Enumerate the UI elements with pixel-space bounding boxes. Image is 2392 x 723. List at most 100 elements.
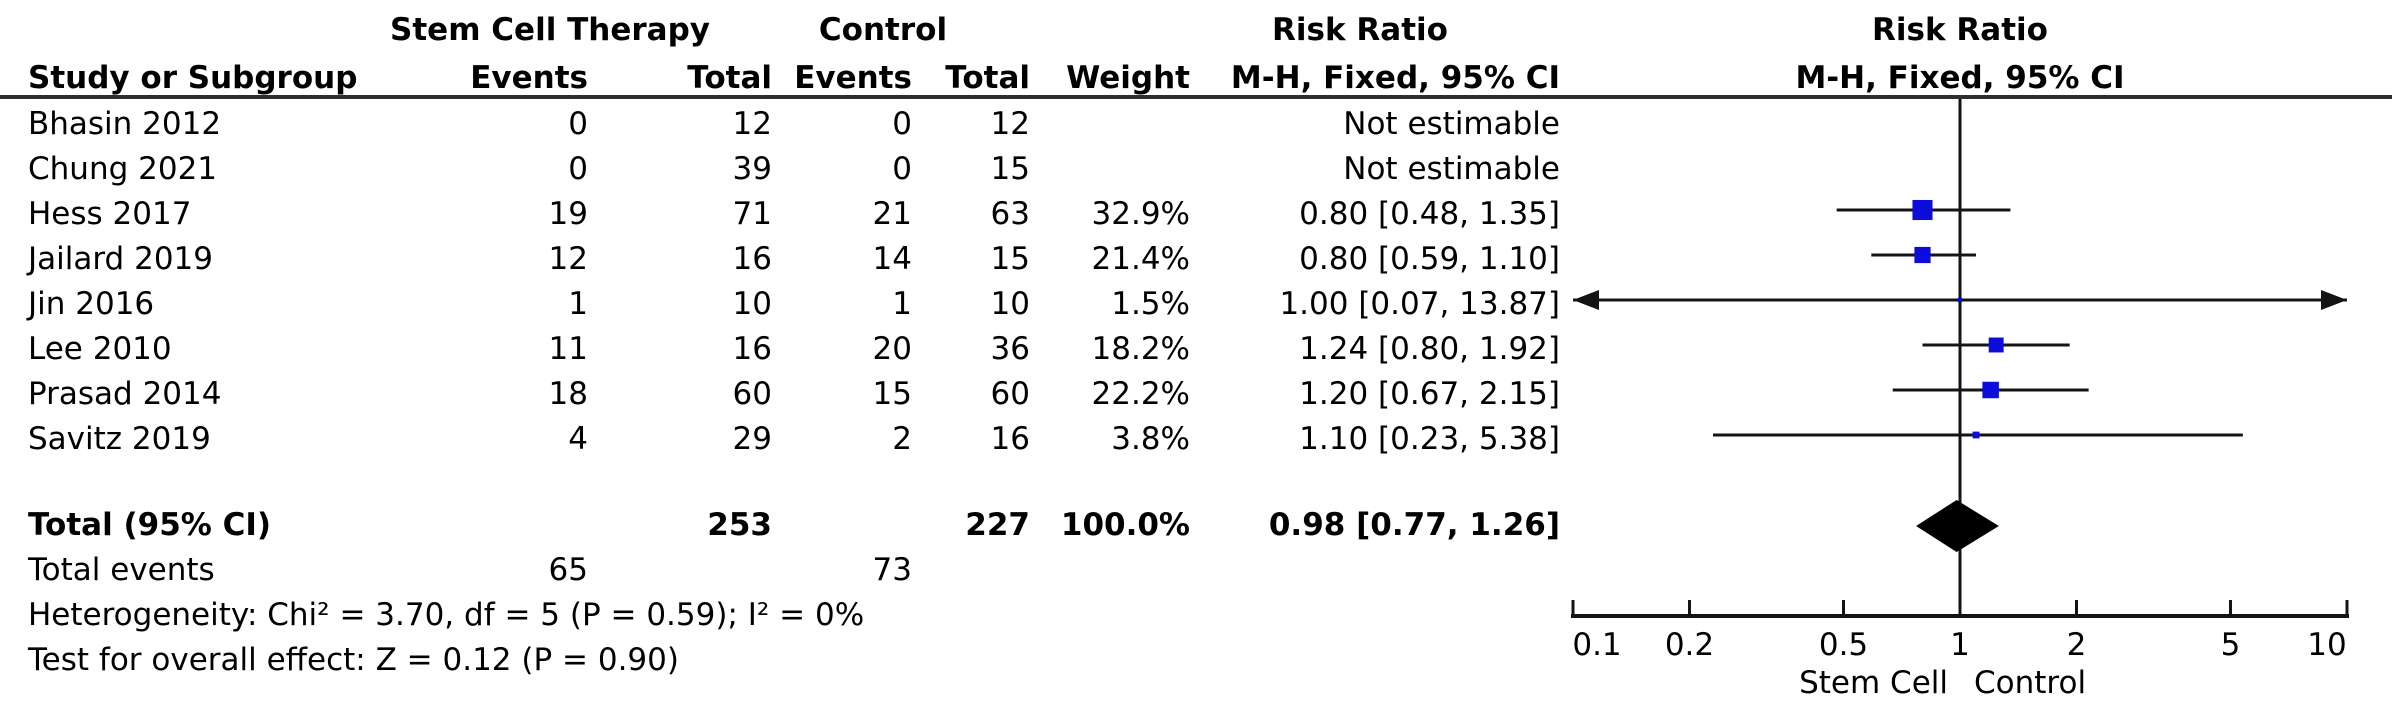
weight-value: 21.4% [1091, 241, 1190, 277]
x-axis-tick-label: 10 [2307, 627, 2347, 663]
pooled-risk-ratio-text: 0.98 [0.77, 1.26] [1268, 507, 1560, 543]
experimental-total: 71 [732, 196, 772, 232]
experimental-events: 0 [568, 151, 588, 187]
study-label: Jailard 2019 [28, 241, 213, 277]
study-row-hess-2017: Hess 2017 19 71 21 63 32.9% 0.80 [0.48, … [0, 192, 1565, 237]
weight-value: 32.9% [1091, 196, 1190, 232]
control-events: 2 [892, 421, 912, 457]
study-label: Savitz 2019 [28, 421, 211, 457]
experimental-total: 16 [732, 331, 772, 367]
column-header-total-control: Total [945, 60, 1030, 96]
experimental-total: 29 [732, 421, 772, 457]
control-total: 227 [965, 507, 1030, 543]
effect-size-square [1912, 199, 1933, 221]
control-events: 14 [872, 241, 912, 277]
pooled-effect-diamond [1916, 500, 1999, 552]
study-row-prasad-2014: Prasad 2014 18 60 15 60 22.2% 1.20 [0.67… [0, 372, 1565, 417]
study-label: Bhasin 2012 [28, 106, 222, 142]
effect-size-square [1972, 431, 1980, 439]
study-row-savitz-2019: Savitz 2019 4 29 2 16 3.8% 1.10 [0.23, 5… [0, 417, 1565, 462]
column-header-events-control: Events [794, 60, 912, 96]
experimental-events: 1 [568, 286, 588, 322]
total-row: Total (95% CI) 253 227 100.0% 0.98 [0.77… [0, 503, 1565, 548]
column-group-risk-ratio-plot: Risk Ratio [1872, 12, 2048, 48]
total-events-label: Total events [28, 552, 215, 588]
weight-value: 3.8% [1111, 421, 1190, 457]
weight-value: 22.2% [1091, 376, 1190, 412]
ci-arrow-left [1573, 290, 1599, 310]
control-total-events: 73 [872, 552, 912, 588]
column-header-mh-ci-plot: M-H, Fixed, 95% CI [1795, 60, 2125, 96]
risk-ratio-text: Not estimable [1343, 106, 1560, 142]
control-events: 21 [872, 196, 912, 232]
experimental-events: 11 [548, 331, 588, 367]
risk-ratio-text: Not estimable [1343, 151, 1560, 187]
control-total: 60 [990, 376, 1030, 412]
effect-size-square [1957, 297, 1963, 303]
experimental-total: 12 [732, 106, 772, 142]
experimental-total: 253 [707, 507, 772, 543]
weight-value: 1.5% [1111, 286, 1190, 322]
weight-value: 18.2% [1091, 331, 1190, 367]
control-events: 0 [892, 151, 912, 187]
favours-right-label: Control [1974, 665, 2087, 701]
study-row-chung-2021: Chung 2021 0 39 0 15 Not estimable [0, 147, 1565, 192]
overall-effect-stats: Test for overall effect: Z = 0.12 (P = 0… [28, 642, 679, 678]
x-axis-tick-label: 1 [1950, 627, 1970, 663]
x-axis-tick-label: 0.5 [1818, 627, 1869, 663]
column-group-experimental: Stem Cell Therapy [390, 12, 710, 48]
x-axis-tick-label: 0.1 [1572, 627, 1622, 663]
control-total: 12 [990, 106, 1030, 142]
study-row-bhasin-2012: Bhasin 2012 0 12 0 12 Not estimable [0, 102, 1565, 147]
column-header-weight: Weight [1066, 60, 1190, 96]
experimental-events: 19 [548, 196, 588, 232]
control-events: 20 [872, 331, 912, 367]
study-label: Jin 2016 [28, 286, 155, 322]
x-axis-tick-label: 2 [2066, 627, 2087, 663]
experimental-total: 39 [732, 151, 772, 187]
risk-ratio-text: 1.20 [0.67, 2.15] [1299, 376, 1560, 412]
control-total: 15 [990, 151, 1030, 187]
study-row-jin-2016: Jin 2016 1 10 1 10 1.5% 1.00 [0.07, 13.8… [0, 282, 1565, 327]
experimental-total: 60 [732, 376, 772, 412]
effect-size-square [1988, 337, 2004, 353]
experimental-events: 18 [548, 376, 588, 412]
x-axis-tick-label: 0.2 [1664, 627, 1715, 663]
study-row-jailard-2019: Jailard 2019 12 16 14 15 21.4% 0.80 [0.5… [0, 237, 1565, 282]
column-group-risk-ratio: Risk Ratio [1272, 12, 1448, 48]
control-total: 63 [990, 196, 1030, 232]
study-row-lee-2010: Lee 2010 11 16 20 36 18.2% 1.24 [0.80, 1… [0, 327, 1565, 372]
experimental-events: 4 [568, 421, 588, 457]
ci-arrow-right [2321, 290, 2347, 310]
heterogeneity-stats: Heterogeneity: Chi² = 3.70, df = 5 (P = … [28, 597, 865, 633]
effect-size-square [1982, 381, 1999, 399]
total-label: Total (95% CI) [28, 507, 272, 543]
favours-left-label: Stem Cell [1799, 665, 1948, 701]
experimental-events: 12 [548, 241, 588, 277]
risk-ratio-text: 1.10 [0.23, 5.38] [1299, 421, 1560, 457]
column-header-total-experimental: Total [687, 60, 772, 96]
study-label: Chung 2021 [28, 151, 218, 187]
study-label: Lee 2010 [28, 331, 172, 367]
control-total: 10 [990, 286, 1030, 322]
risk-ratio-text: 0.80 [0.59, 1.10] [1299, 241, 1560, 277]
x-axis-tick-label: 5 [2220, 627, 2241, 663]
experimental-total-events: 65 [548, 552, 588, 588]
column-group-control: Control [818, 12, 948, 48]
experimental-events: 0 [568, 106, 588, 142]
risk-ratio-text: 0.80 [0.48, 1.35] [1299, 196, 1560, 232]
control-events: 1 [892, 286, 912, 322]
control-events: 15 [872, 376, 912, 412]
experimental-total: 10 [732, 286, 772, 322]
effect-size-square [1914, 246, 1931, 264]
experimental-total: 16 [732, 241, 772, 277]
column-header-study: Study or Subgroup [28, 60, 358, 96]
header-divider [0, 95, 2392, 99]
study-label: Prasad 2014 [28, 376, 222, 412]
study-label: Hess 2017 [28, 196, 192, 232]
weight-value: 100.0% [1060, 507, 1190, 543]
control-total: 16 [990, 421, 1030, 457]
control-total: 36 [990, 331, 1030, 367]
